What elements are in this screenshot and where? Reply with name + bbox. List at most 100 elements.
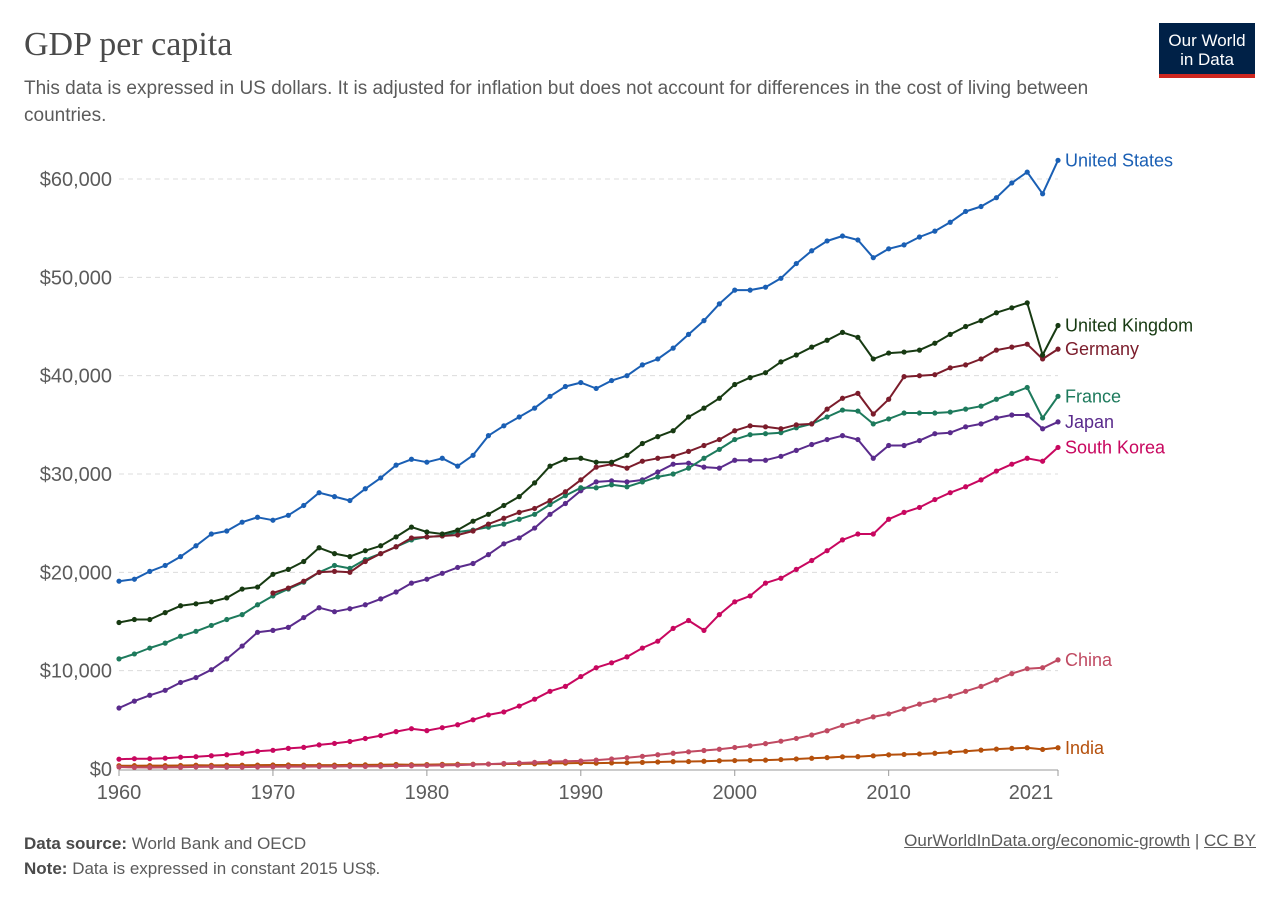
data-point [870,356,876,362]
data-point [1040,352,1046,358]
data-point [378,596,384,602]
data-point [501,521,507,527]
data-point [455,564,461,571]
data-point [762,457,769,463]
series-label[interactable]: Germany [1065,339,1139,359]
data-point [116,578,122,584]
data-point [670,750,676,756]
data-point [593,385,599,392]
data-point [116,705,122,711]
data-point [655,759,661,765]
data-point [732,428,738,434]
data-point [855,334,861,340]
data-point [916,701,923,707]
data-point [747,593,753,599]
data-point [1024,412,1030,418]
license-link[interactable]: CC BY [1204,831,1256,850]
data-point [608,660,615,666]
footer-links: OurWorldInData.org/economic-growth | CC … [904,831,1256,851]
data-point [501,423,507,429]
series-label[interactable]: Japan [1065,412,1114,432]
data-point [716,758,722,764]
data-point [301,558,307,565]
source-text: World Bank and OECD [131,834,307,853]
data-point [147,568,153,574]
series-label[interactable]: United States [1065,150,1173,170]
series-label[interactable]: United Kingdom [1065,316,1193,336]
data-point [501,502,507,509]
data-point [424,762,430,769]
data-point [901,751,907,758]
data-point [685,460,692,466]
data-point [593,464,599,470]
data-point [886,350,892,356]
series-label[interactable]: France [1065,386,1121,406]
data-point [578,758,584,764]
data-point [147,616,153,623]
y-tick-label: $60,000 [40,169,112,191]
data-point [778,738,784,744]
series-france [116,384,1061,662]
data-point [162,562,168,569]
data-point [224,616,230,623]
data-point [1009,305,1015,311]
series-label[interactable]: China [1065,650,1113,670]
data-point [516,703,522,709]
data-point [762,741,769,747]
data-point [778,453,784,459]
x-tick-label: 2010 [866,782,911,804]
owid-logo[interactable]: Our World in Data [1159,23,1255,78]
data-point [254,514,261,520]
data-point [870,455,876,461]
data-point [131,616,137,623]
x-axis: 1960 1970 1980 1990 2000 2010 2021 [97,769,1059,804]
data-point [532,405,538,411]
data-point [839,395,846,401]
topic-link[interactable]: OurWorldInData.org/economic-growth [904,831,1191,850]
data-point [193,764,199,770]
data-point [655,455,661,461]
data-point [824,548,830,554]
data-point [732,381,738,388]
data-point [285,566,291,572]
data-point [824,436,830,443]
data-point [578,477,584,483]
data-point [608,459,615,465]
data-point [547,688,553,694]
data-point [1024,300,1030,306]
data-point [1009,745,1015,751]
data-point [501,709,507,715]
data-point [224,656,230,662]
series-label[interactable]: India [1065,738,1105,758]
data-point [193,543,199,549]
data-point [562,489,569,495]
data-point [993,396,1000,402]
series-label[interactable]: South Korea [1065,437,1166,457]
data-point [793,260,799,267]
data-point [347,554,353,560]
data-point [716,746,722,752]
data-point [362,548,368,554]
data-point [270,517,276,523]
source-label: Data source: [24,834,127,853]
data-point [608,377,615,384]
data-point [270,590,276,596]
data-point [424,529,430,535]
data-point [701,455,707,461]
data-point [793,566,799,572]
data-point [331,740,338,747]
data-point [147,756,153,762]
data-point [1024,384,1030,391]
data-point [578,485,584,491]
note-text: Data is expressed in constant 2015 US$. [72,859,381,878]
data-point [331,568,338,574]
data-point [347,606,353,612]
x-tick-label: 1990 [559,782,604,804]
data-point [685,331,692,337]
data-point [747,375,753,381]
data-point [824,728,830,734]
data-point [224,528,230,534]
data-point [655,474,661,480]
data-point [239,643,245,649]
